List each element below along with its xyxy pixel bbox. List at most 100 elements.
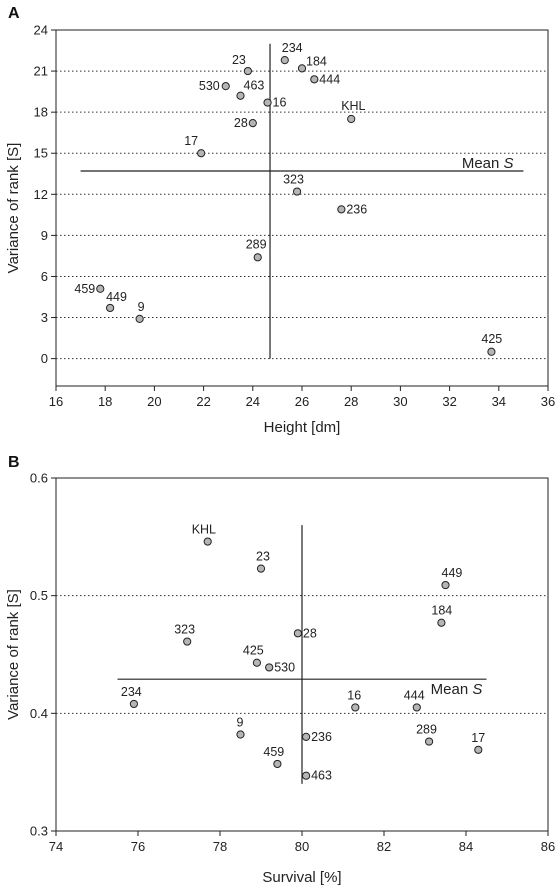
data-point-323 (183, 637, 192, 646)
data-point-label: 28 (303, 626, 317, 640)
data-point-23 (256, 564, 266, 573)
y-axis-title: Variance of rank [S] (5, 589, 22, 720)
data-point-label: 28 (234, 116, 248, 130)
data-point-17 (474, 745, 483, 754)
data-point-459 (96, 284, 105, 293)
data-point-label: 234 (121, 685, 142, 699)
data-point-463 (236, 91, 245, 100)
mean-label-text: Mean (431, 681, 473, 698)
data-point-234 (280, 56, 289, 65)
data-point-28 (293, 629, 302, 638)
mean-label-variable: S (504, 155, 514, 172)
data-point-16 (263, 98, 272, 107)
data-point-label: 23 (256, 550, 270, 564)
data-point-label: 234 (282, 41, 303, 55)
data-point-label: KHL (192, 523, 216, 537)
y-tick-label: 21 (34, 64, 48, 79)
data-point-label: 236 (346, 202, 367, 216)
mean-label: Mean S (462, 155, 514, 172)
data-point-label: KHL (341, 99, 365, 113)
data-point-label: 444 (404, 688, 425, 702)
data-point-463 (302, 771, 311, 780)
y-tick-label: 0 (41, 351, 48, 366)
x-tick-label: 20 (147, 394, 161, 409)
data-point-label: 449 (442, 566, 463, 580)
x-tick-label: 22 (196, 394, 210, 409)
panel-letter: A (8, 5, 20, 22)
data-point-label: 184 (306, 54, 327, 68)
data-point-label: 17 (184, 134, 198, 148)
mean-label: Mean S (431, 681, 483, 698)
data-point-label: 463 (244, 79, 265, 93)
data-point-label: 449 (106, 290, 127, 304)
data-point-234 (129, 699, 138, 709)
data-point-label: 444 (319, 72, 340, 86)
mean-label-variable: S (472, 681, 482, 698)
x-tick-label: 36 (541, 394, 555, 409)
data-point-236 (337, 205, 346, 214)
x-tick-label: 86 (541, 839, 555, 854)
data-point-label: 23 (232, 53, 246, 67)
panel-letter: B (8, 454, 20, 471)
data-point-label: 9 (138, 300, 145, 314)
data-point-17 (197, 149, 206, 158)
data-point-label: 323 (174, 623, 195, 637)
y-tick-label: 0.3 (30, 824, 48, 839)
y-tick-label: 0.5 (30, 588, 48, 603)
data-point-530 (221, 82, 230, 91)
y-tick-label: 3 (41, 310, 48, 325)
data-point-289 (425, 737, 434, 746)
data-point-label: 289 (246, 237, 267, 251)
x-axis-title: Height [dm] (264, 419, 341, 436)
data-point-label: 289 (416, 723, 437, 737)
data-point-425 (252, 658, 261, 667)
data-point-16 (351, 703, 360, 712)
x-tick-label: 76 (131, 839, 145, 854)
data-point-449 (106, 303, 115, 313)
data-point-289 (253, 253, 262, 262)
y-tick-label: 0.6 (30, 471, 48, 486)
data-point-9 (236, 730, 245, 739)
data-point-425 (487, 347, 496, 356)
data-point-label: 530 (199, 79, 220, 93)
x-tick-label: 82 (377, 839, 391, 854)
panel-b: B 74 76 78 80 82 84 86 0.3 0.4 0.5 0.6 Survival [%] V… (5, 454, 555, 886)
data-point-label: 459 (263, 745, 284, 759)
x-tick-label: 26 (295, 394, 309, 409)
x-tick-label: 34 (492, 394, 506, 409)
x-tick-label: 32 (442, 394, 456, 409)
x-axis-title: Survival [%] (262, 869, 341, 886)
y-tick-label: 6 (41, 269, 48, 284)
data-point-label: 236 (311, 730, 332, 744)
data-point-28 (248, 119, 257, 128)
data-point-184 (297, 64, 307, 73)
x-tick-label: 78 (213, 839, 227, 854)
data-point-323 (292, 187, 302, 196)
data-point-23 (243, 66, 252, 76)
data-point-label: 530 (274, 660, 295, 674)
data-point-444 (412, 703, 421, 712)
y-axis-title: Variance of rank [S] (5, 143, 22, 274)
data-point-530 (265, 663, 274, 672)
data-point-184 (437, 618, 446, 627)
panel-a: A16 18 20 22 24 26 28 30 32 34 3603691215182124Hei… (5, 5, 555, 436)
data-point-label: 425 (243, 644, 264, 658)
data-point-449 (441, 580, 450, 590)
x-tick-label: 84 (459, 839, 473, 854)
x-tick-label: 24 (246, 394, 260, 409)
data-point-label: 16 (273, 96, 287, 110)
data-point-label: 463 (311, 769, 332, 783)
y-tick-label: 9 (41, 228, 48, 243)
data-point-459 (273, 759, 282, 769)
data-point-label: 323 (283, 173, 304, 187)
data-point-label: 425 (481, 332, 502, 346)
data-point-khl (203, 537, 212, 546)
data-point-label: 459 (74, 282, 95, 296)
x-tick-label: 74 (49, 839, 63, 854)
y-tick-label: 0.4 (30, 706, 48, 721)
x-tick-label: 18 (98, 394, 112, 409)
y-tick-label: 15 (34, 146, 48, 161)
x-tick-label: 16 (49, 394, 63, 409)
data-point-label: 184 (431, 604, 452, 618)
